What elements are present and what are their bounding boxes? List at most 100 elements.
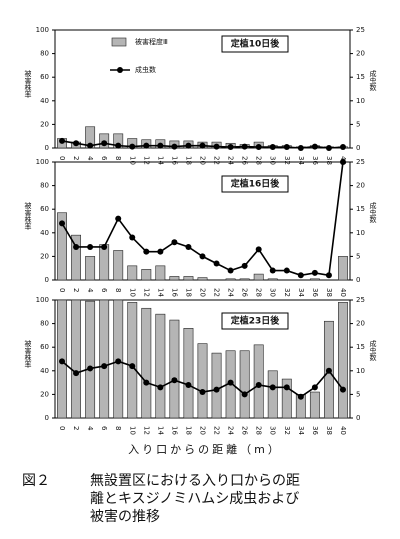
line-point [143, 379, 150, 386]
y-axis-label: 被害株率 [24, 201, 32, 231]
y2-axis-label: 成虫数 [369, 339, 377, 362]
y2-tick-label: 5 [356, 390, 360, 398]
x-tick-label: 10 [128, 288, 136, 297]
legend-marker [117, 67, 123, 73]
x-tick-label: 34 [297, 156, 305, 165]
line-point [171, 239, 178, 246]
line-point [115, 358, 122, 365]
line-point [199, 253, 206, 260]
y-tick-label: 60 [40, 73, 49, 81]
line-point [241, 262, 248, 269]
x-tick-label: 40 [339, 426, 347, 435]
x-tick-label: 14 [156, 426, 164, 435]
bar [183, 276, 194, 281]
x-tick-label: 8 [114, 156, 122, 160]
line-point [199, 142, 206, 149]
x-tick-label: 22 [213, 156, 221, 165]
x-tick-label: 30 [269, 156, 277, 165]
x-tick-label: 24 [227, 156, 235, 165]
line-point [129, 234, 136, 241]
line-point [297, 393, 304, 400]
x-tick-label: 38 [325, 288, 333, 297]
line-point [255, 246, 262, 253]
x-tick-label: 12 [142, 156, 150, 165]
bar [113, 250, 124, 281]
x-tick-label: 36 [311, 426, 319, 435]
line-point [297, 272, 304, 279]
bar [155, 265, 166, 281]
line-point [339, 386, 346, 393]
line-point [115, 142, 122, 149]
y2-tick-label: 5 [356, 120, 360, 128]
x-tick-label: 14 [156, 156, 164, 165]
bar [71, 299, 82, 419]
x-tick-label: 14 [156, 288, 164, 297]
x-tick-label: 24 [227, 426, 235, 435]
y2-tick-label: 25 [356, 26, 365, 34]
y2-tick-label: 20 [356, 182, 365, 190]
bar [183, 328, 194, 419]
bar [169, 319, 180, 419]
x-tick-label: 20 [199, 156, 207, 165]
line-point [101, 363, 108, 370]
x-tick-label: 40 [339, 288, 347, 297]
y-tick-label: 80 [40, 320, 49, 328]
x-tick-label: 4 [86, 288, 94, 293]
line-point [213, 386, 220, 393]
x-tick-label: 0 [58, 288, 66, 292]
x-tick-label: 30 [269, 426, 277, 435]
line-point [213, 260, 220, 267]
y2-tick-label: 10 [356, 367, 365, 375]
y2-tick-label: 20 [356, 320, 365, 328]
line-point [129, 363, 136, 370]
bar [253, 273, 264, 281]
title-box [221, 35, 289, 53]
x-tick-label: 8 [114, 288, 122, 292]
bar [309, 391, 320, 419]
line-point [255, 381, 262, 388]
line-point [115, 215, 122, 222]
x-tick-label: 34 [297, 426, 305, 435]
y2-tick-label: 0 [356, 276, 360, 284]
x-tick-label: 2 [72, 426, 80, 430]
line-point [171, 377, 178, 384]
x-tick-label: 28 [255, 156, 263, 165]
bar [57, 212, 67, 281]
x-tick-label: 26 [241, 288, 249, 297]
line-point [101, 243, 108, 250]
bar [225, 278, 236, 281]
y-tick-label: 100 [36, 158, 49, 166]
x-tick-label: 32 [283, 426, 291, 435]
x-tick-label: 36 [311, 288, 319, 297]
line-point [241, 143, 248, 150]
caption-line: 無設置区における入り口からの距 [90, 473, 300, 489]
line-point [227, 144, 234, 151]
line-point [73, 140, 80, 147]
y-tick-label: 80 [40, 50, 49, 58]
x-tick-label: 4 [86, 426, 94, 431]
legend-label: 成虫数 [135, 65, 156, 74]
line-point [199, 389, 206, 396]
legend-label: 被害程度Ⅲ [135, 37, 168, 46]
line-point [185, 142, 192, 149]
y2-tick-label: 5 [356, 252, 360, 260]
bar [211, 352, 222, 419]
x-tick-label: 2 [72, 156, 80, 160]
y-tick-label: 40 [40, 229, 49, 237]
y2-axis-label: 成虫数 [369, 201, 377, 224]
bar [169, 276, 180, 281]
bar [99, 299, 110, 419]
y2-tick-label: 20 [356, 50, 365, 58]
y-axis-label: 被害株率 [24, 339, 32, 369]
line-point [73, 370, 80, 377]
line-point [157, 142, 164, 149]
x-tick-label: 34 [297, 288, 305, 297]
line-point [269, 144, 276, 151]
legend-swatch [111, 37, 127, 47]
panel-title: 定植10日後 [230, 38, 281, 50]
x-tick-label: 12 [142, 288, 150, 297]
line-point [283, 267, 290, 274]
title-box [221, 312, 289, 330]
title-box [221, 175, 289, 193]
bar [197, 343, 208, 419]
